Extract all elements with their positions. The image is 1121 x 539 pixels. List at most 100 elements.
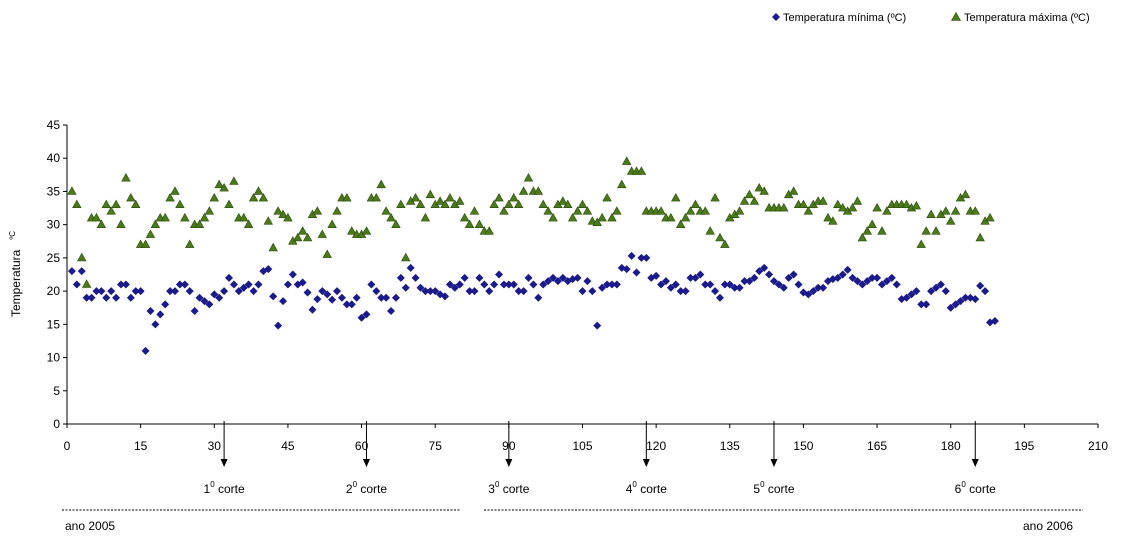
min-point bbox=[372, 287, 381, 296]
min-point bbox=[725, 280, 734, 289]
max-point bbox=[342, 192, 352, 202]
min-point bbox=[593, 321, 602, 330]
max-point bbox=[931, 226, 941, 235]
max-point bbox=[248, 192, 259, 202]
min-point bbox=[730, 283, 739, 292]
min-point bbox=[117, 280, 126, 289]
max-point bbox=[239, 212, 249, 222]
max-point bbox=[258, 192, 269, 202]
min-point bbox=[676, 287, 685, 296]
min-point bbox=[720, 280, 729, 289]
max-point bbox=[950, 206, 961, 215]
max-point bbox=[140, 239, 151, 248]
x-tick-label: 75 bbox=[429, 439, 443, 453]
min-point bbox=[779, 283, 788, 292]
min-point bbox=[666, 283, 675, 292]
y-tick-label: 10 bbox=[47, 351, 61, 365]
x-tick-label: 180 bbox=[941, 439, 961, 453]
legend-min-marker bbox=[772, 13, 780, 21]
max-point bbox=[710, 192, 720, 202]
max-point bbox=[116, 219, 126, 228]
min-point bbox=[215, 293, 224, 302]
max-point bbox=[317, 229, 328, 238]
min-point bbox=[931, 283, 940, 292]
min-point bbox=[769, 277, 778, 286]
max-point bbox=[666, 212, 676, 222]
min-point bbox=[794, 280, 803, 289]
min-point bbox=[946, 303, 955, 312]
x-tick-label: 150 bbox=[793, 439, 813, 453]
min-point bbox=[391, 293, 400, 302]
min-point bbox=[323, 290, 332, 299]
max-point bbox=[106, 206, 116, 215]
max-point bbox=[425, 189, 436, 199]
max-point bbox=[396, 199, 406, 209]
min-point bbox=[519, 287, 528, 296]
min-point bbox=[136, 287, 145, 296]
corte-arrow-head bbox=[642, 459, 650, 467]
max-point bbox=[720, 239, 730, 248]
max-point bbox=[798, 199, 809, 209]
min-point bbox=[691, 273, 700, 282]
min-point bbox=[652, 271, 661, 280]
max-point bbox=[175, 199, 185, 209]
min-point bbox=[558, 273, 567, 282]
min-point bbox=[210, 290, 219, 299]
max-point bbox=[489, 199, 499, 209]
min-point bbox=[180, 280, 189, 289]
min-point bbox=[755, 267, 764, 276]
max-point bbox=[376, 179, 386, 189]
max-point bbox=[209, 192, 219, 202]
min-point bbox=[112, 293, 121, 302]
min-point bbox=[490, 280, 499, 289]
min-point bbox=[711, 287, 720, 296]
min-point bbox=[833, 273, 842, 282]
max-point bbox=[371, 192, 382, 202]
max-point bbox=[621, 156, 632, 165]
max-point bbox=[833, 199, 843, 209]
min-point bbox=[421, 287, 430, 296]
min-point bbox=[264, 265, 273, 274]
max-point bbox=[538, 199, 548, 209]
corte-label: 10 corte bbox=[204, 480, 245, 496]
min-point bbox=[67, 267, 76, 276]
max-point bbox=[671, 192, 681, 202]
min-point bbox=[357, 313, 366, 322]
max-point bbox=[219, 183, 229, 192]
min-point bbox=[318, 287, 327, 296]
max-point bbox=[504, 199, 514, 209]
min-point bbox=[681, 287, 690, 296]
corte-label: 20 corte bbox=[346, 480, 387, 496]
y-axis-label: TemperaturaºC bbox=[8, 231, 23, 317]
max-point bbox=[361, 226, 372, 235]
max-point bbox=[91, 212, 102, 222]
max-point bbox=[916, 239, 926, 248]
min-point bbox=[313, 295, 322, 304]
min-point bbox=[269, 292, 278, 301]
max-point bbox=[278, 209, 288, 218]
max-point bbox=[499, 206, 509, 215]
min-point bbox=[328, 295, 337, 304]
max-point bbox=[548, 212, 558, 222]
max-point bbox=[597, 212, 607, 222]
max-point bbox=[882, 206, 892, 215]
min-point bbox=[735, 283, 744, 292]
max-point bbox=[818, 196, 828, 205]
max-point bbox=[567, 212, 578, 222]
min-point bbox=[190, 307, 199, 316]
max-point bbox=[150, 219, 161, 228]
min-point bbox=[961, 293, 970, 302]
max-point bbox=[145, 229, 156, 238]
min-point bbox=[234, 287, 243, 296]
min-point bbox=[553, 277, 562, 286]
max-point bbox=[199, 212, 210, 222]
annotations: 10 corte 20 corte 30 corte 40 corte 50 corte… bbox=[204, 421, 996, 496]
min-point bbox=[396, 273, 405, 282]
min-point bbox=[917, 300, 926, 309]
min-point bbox=[740, 277, 749, 286]
series-max bbox=[67, 156, 995, 288]
min-point bbox=[745, 277, 754, 286]
corte-arrow-head bbox=[362, 459, 370, 467]
corte-label: 50 corte bbox=[753, 480, 794, 496]
